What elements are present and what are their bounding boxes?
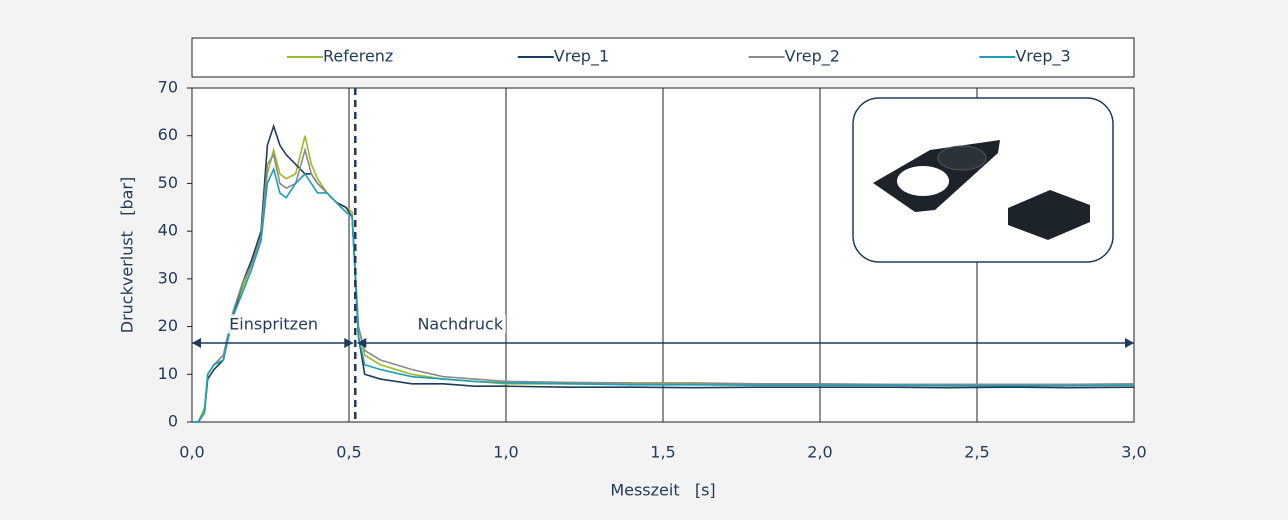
legend-label: Vrep_2 (785, 47, 840, 67)
legend-label: Referenz (323, 47, 393, 66)
y-tick-label: 10 (158, 364, 178, 383)
y-tick-label: 70 (158, 78, 178, 97)
x-tick-label: 0,5 (336, 443, 361, 462)
y-tick-label: 40 (158, 221, 178, 240)
part-hole (938, 146, 986, 170)
x-axis-title: Messzeit [s] (610, 481, 715, 500)
legend-label: Vrep_3 (1015, 47, 1070, 67)
annotation: Nachdruck (417, 315, 503, 334)
y-tick-label: 50 (158, 173, 178, 192)
inset-photo (853, 98, 1113, 262)
x-tick-label: 1,5 (650, 443, 675, 462)
x-tick-label: 3,0 (1121, 443, 1146, 462)
y-tick-label: 30 (158, 268, 178, 287)
chart: Druckverlust [bar] Messzeit [s] 0 10 20 30 4… (0, 0, 1288, 520)
x-tick-label: 0,0 (179, 443, 204, 462)
y-tick-label: 0 (168, 412, 178, 431)
annotation: Einspritzen (229, 315, 318, 334)
x-tick-label: 2,0 (807, 443, 832, 462)
part-hole (897, 166, 949, 196)
y-tick-label: 20 (158, 316, 178, 335)
y-tick-label: 60 (158, 125, 178, 144)
x-tick-label: 2,5 (964, 443, 989, 462)
legend-label: Vrep_1 (554, 47, 609, 67)
x-tick-label: 1,0 (493, 443, 518, 462)
y-axis-title: Druckverlust [bar] (118, 177, 137, 333)
